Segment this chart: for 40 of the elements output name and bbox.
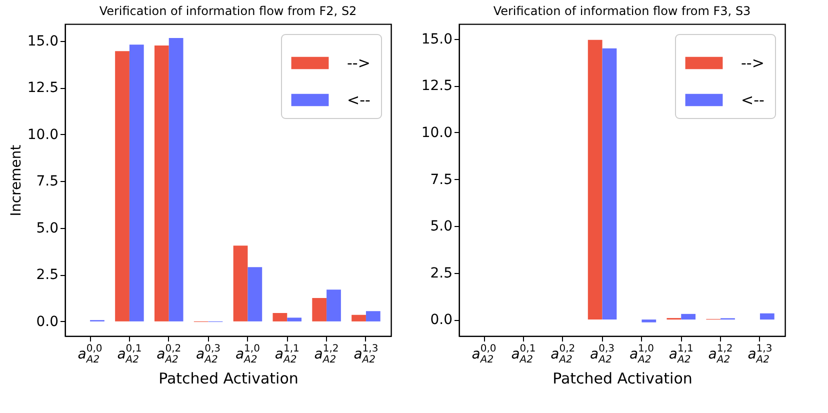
- y-tick-label: 15.0: [27, 33, 58, 50]
- y-tick-label: 12.5: [421, 78, 452, 94]
- y-tick-label: 0.0: [36, 314, 58, 330]
- y-tick-label: 15.0: [421, 31, 452, 48]
- bar: [312, 298, 327, 322]
- bar: [642, 320, 656, 322]
- y-tick-label: 7.5: [430, 172, 452, 188]
- bar: [366, 311, 380, 322]
- y-tick-label: 0.0: [430, 312, 452, 328]
- legend-label: -->: [347, 54, 370, 72]
- bar: [326, 290, 341, 322]
- y-tick-label: 10.0: [27, 126, 58, 143]
- x-axis-title: Patched Activation: [158, 370, 298, 388]
- x-axis-title: Patched Activation: [552, 370, 692, 388]
- bar: [115, 51, 130, 322]
- y-tick-label: 2.5: [36, 267, 58, 284]
- legend-label: -->: [741, 54, 764, 72]
- bar: [602, 48, 617, 320]
- y-tick-label: 7.5: [36, 174, 58, 190]
- bar: [681, 314, 696, 320]
- bar: [352, 314, 366, 322]
- bar: [760, 313, 774, 320]
- y-tick-label: 5.0: [430, 218, 452, 235]
- bar: [272, 312, 288, 322]
- y-axis-title: Increment: [8, 144, 24, 216]
- legend-label: <--: [347, 91, 370, 109]
- y-tick-label: 5.0: [36, 220, 58, 236]
- y-tick-label: 2.5: [430, 265, 452, 282]
- bar: [154, 46, 169, 322]
- bar: [129, 44, 144, 322]
- bar: [248, 267, 262, 322]
- bar: [287, 318, 302, 322]
- bar: [588, 40, 602, 320]
- chart-title: Verification of information flow from F3, S3: [493, 4, 751, 18]
- legend-label: <--: [741, 91, 764, 109]
- y-tick-label: 10.0: [421, 124, 452, 141]
- y-tick-label: 12.5: [27, 80, 58, 96]
- chart-title: Verification of information flow from F2, S2: [99, 4, 357, 18]
- bar: [233, 246, 248, 322]
- bar: [168, 38, 184, 322]
